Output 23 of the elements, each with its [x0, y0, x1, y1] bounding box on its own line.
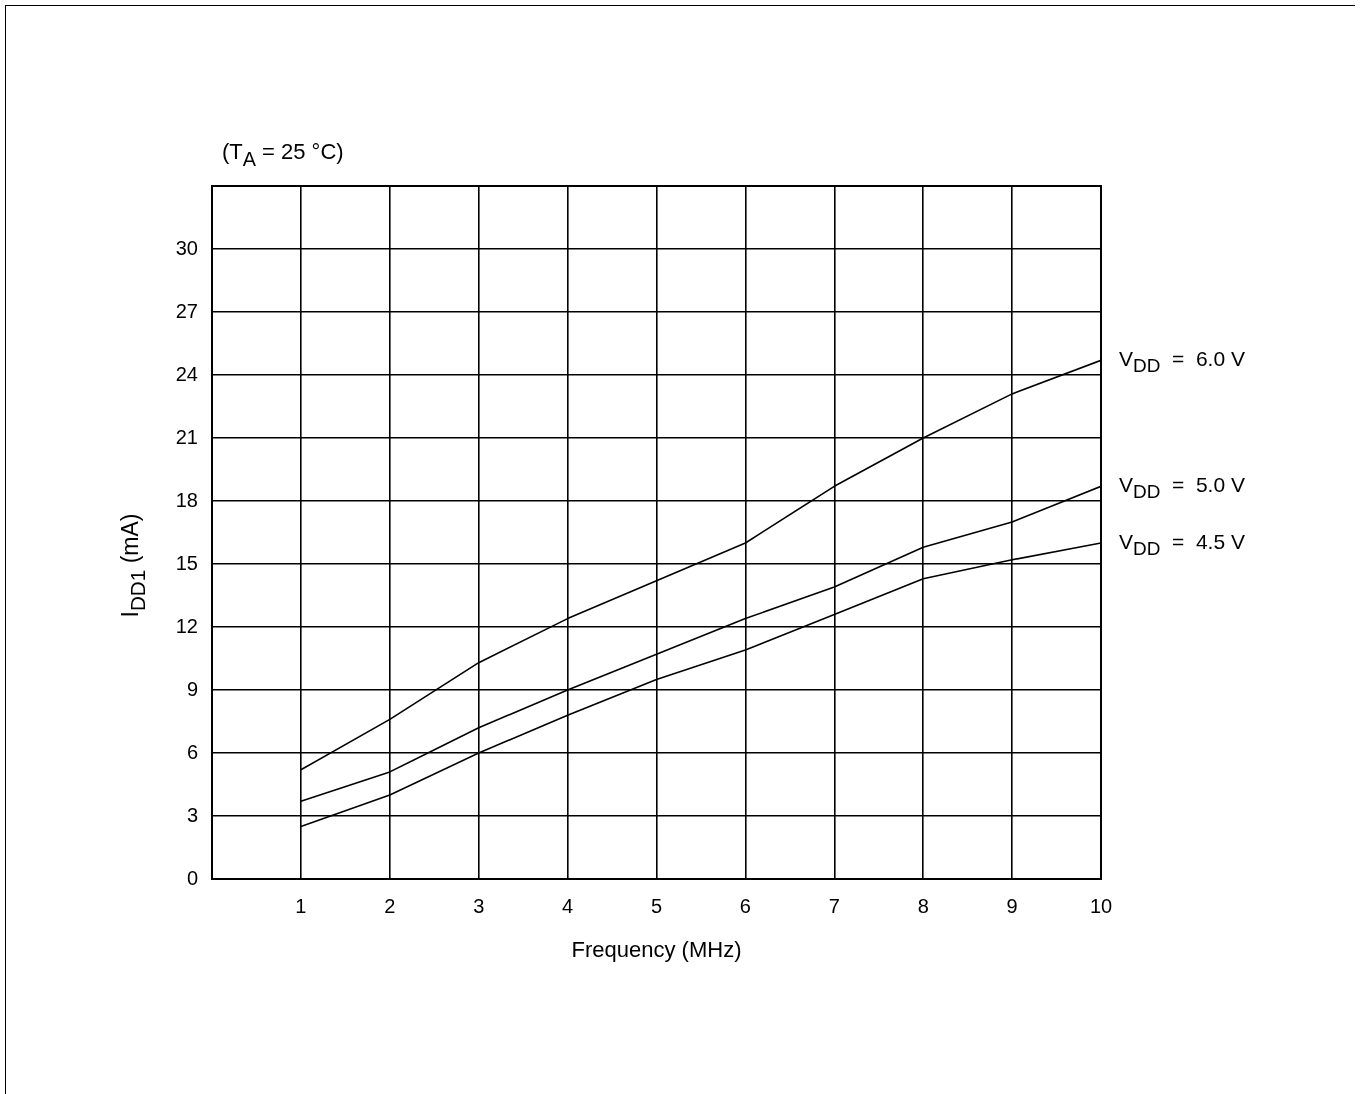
y-tick-label: 0 [186, 866, 198, 889]
y-tick-label: 3 [186, 803, 198, 826]
y-tick-label: 24 [175, 362, 198, 385]
y-tick-label: 6 [186, 740, 198, 763]
x-tick-label: 9 [1006, 894, 1018, 917]
y-tick-label: 18 [175, 488, 198, 511]
x-tick-label: 8 [917, 894, 929, 917]
x-tick-label: 4 [562, 894, 574, 917]
y-tick-label: 12 [175, 614, 198, 637]
y-tick-label: 27 [175, 299, 198, 322]
x-tick-label: 7 [828, 894, 840, 917]
x-tick-label: 2 [384, 894, 396, 917]
x-tick-label: 5 [650, 894, 663, 917]
x-tick-label: 10 [1089, 894, 1113, 917]
x-tick-label: 6 [739, 894, 751, 917]
y-axis-title: IDD1 (mA) [117, 513, 150, 618]
y-tick-label: 21 [175, 425, 198, 448]
x-tick-label: 1 [295, 894, 307, 917]
x-tick-label: 3 [473, 894, 485, 917]
y-tick-label: 30 [175, 236, 198, 259]
y-tick-label: 15 [175, 551, 198, 574]
x-axis-title: Frequency (MHz) [571, 937, 742, 963]
y-tick-label: 9 [186, 677, 198, 700]
